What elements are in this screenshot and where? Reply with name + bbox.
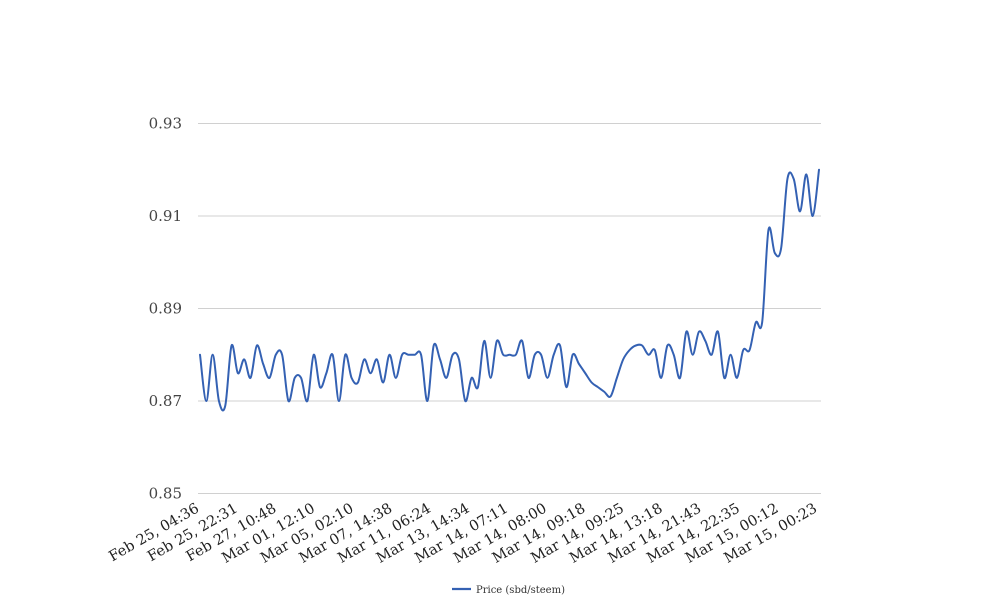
y-tick-label: 0.89	[149, 300, 182, 318]
y-tick-label: 0.91	[149, 207, 182, 225]
series-layer	[199, 168, 820, 412]
y-tick-label: 0.85	[149, 485, 182, 503]
y-axis-ticks: 0.93 0.91 0.89 0.87 0.85	[149, 115, 182, 503]
gridlines	[198, 123, 821, 494]
y-tick-label: 0.93	[149, 115, 182, 133]
series-line-price	[199, 168, 820, 412]
legend-label-price: Price (sbd/steem)	[476, 585, 565, 596]
legend: Price (sbd/steem)	[452, 585, 565, 596]
y-tick-label: 0.87	[149, 392, 182, 410]
